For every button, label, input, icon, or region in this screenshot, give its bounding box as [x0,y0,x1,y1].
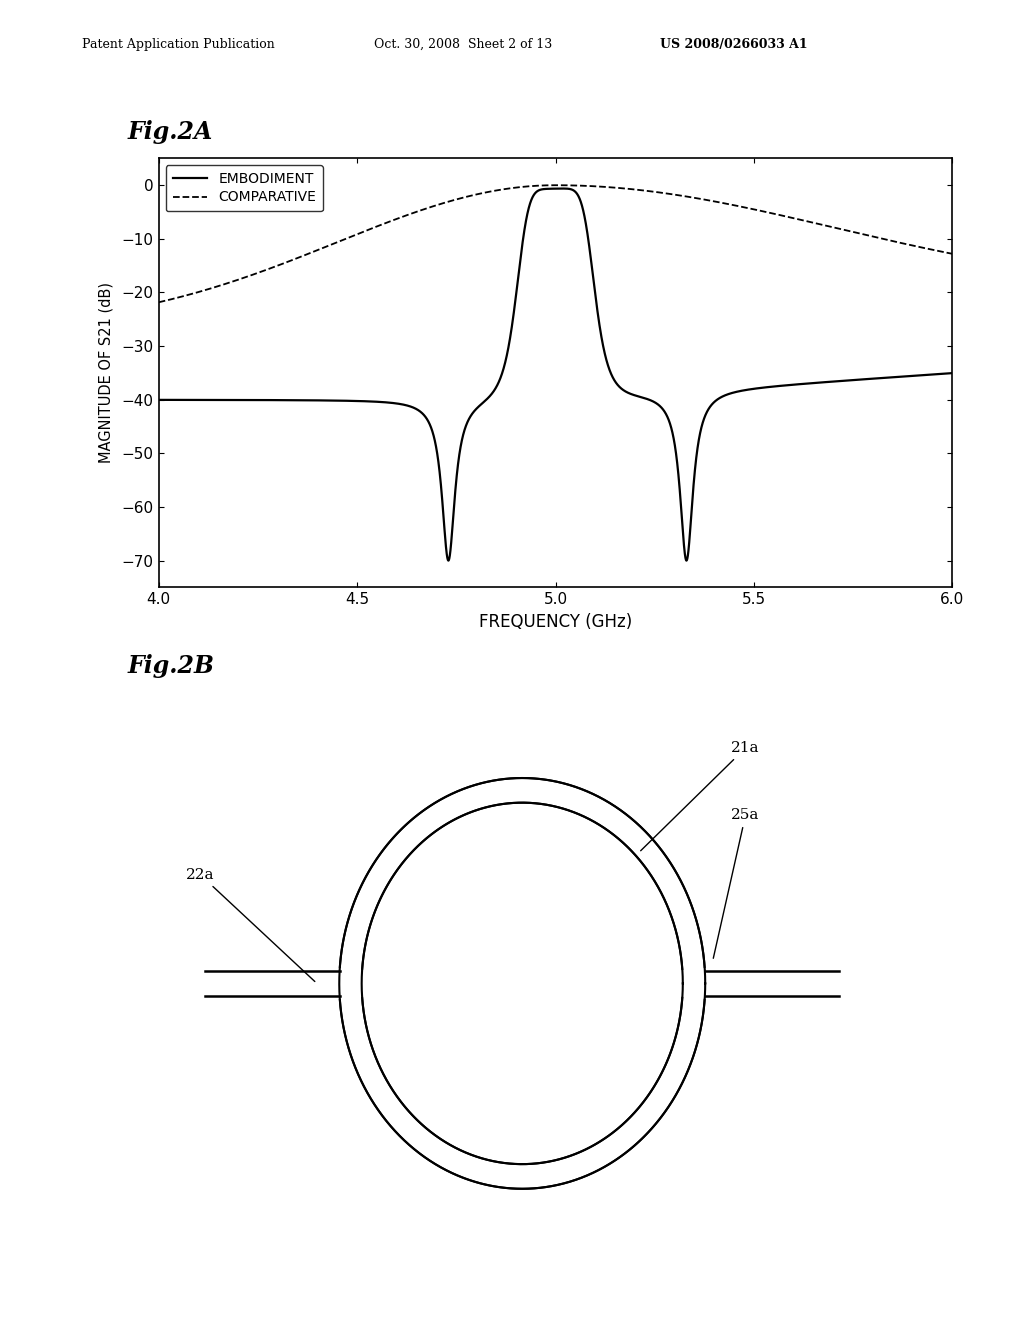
Text: Fig.2A: Fig.2A [128,120,213,144]
Text: Oct. 30, 2008  Sheet 2 of 13: Oct. 30, 2008 Sheet 2 of 13 [374,37,552,50]
Text: Patent Application Publication: Patent Application Publication [82,37,274,50]
Text: 22a: 22a [186,867,314,982]
Text: Fig.2B: Fig.2B [128,655,215,678]
Text: 21a: 21a [641,741,760,851]
Text: US 2008/0266033 A1: US 2008/0266033 A1 [660,37,808,50]
Text: 25a: 25a [714,808,760,958]
Y-axis label: MAGNITUDE OF S21 (dB): MAGNITUDE OF S21 (dB) [98,282,114,463]
X-axis label: FREQUENCY (GHz): FREQUENCY (GHz) [479,612,632,631]
Legend: EMBODIMENT, COMPARATIVE: EMBODIMENT, COMPARATIVE [166,165,324,211]
